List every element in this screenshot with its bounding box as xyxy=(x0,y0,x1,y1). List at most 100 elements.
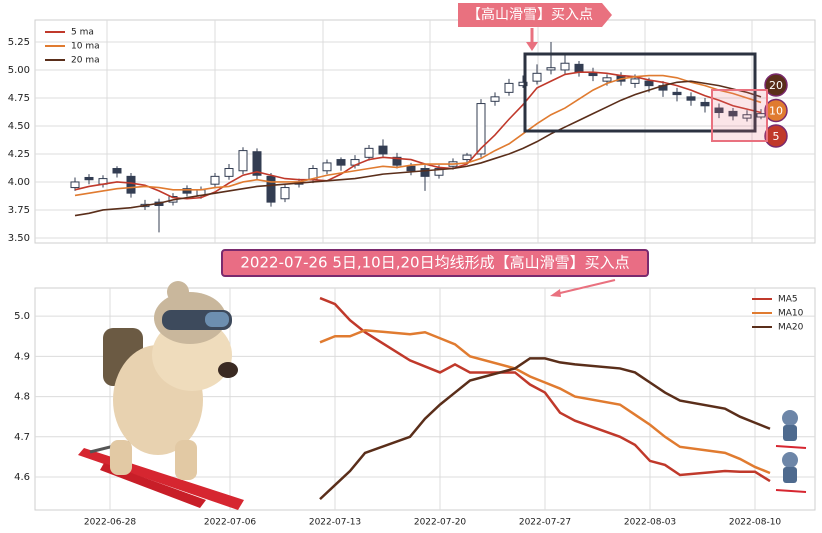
candle-body xyxy=(364,147,374,158)
ma-line xyxy=(319,357,771,501)
badge-label: 5 xyxy=(773,130,780,143)
highlight-box-pink xyxy=(711,89,768,142)
legend-label: MA20 xyxy=(778,323,804,333)
badge-label: 20 xyxy=(769,79,783,92)
mini-skier xyxy=(782,410,798,426)
ma-line xyxy=(74,71,762,200)
banner-text: 【高山滑雪】买入点 xyxy=(467,6,593,23)
dog-leg xyxy=(175,440,197,480)
y-tick-label: 3.75 xyxy=(8,205,30,216)
candle-body xyxy=(532,72,542,82)
badge xyxy=(764,124,788,148)
x-tick-label: 2022-06-28 xyxy=(84,518,137,528)
candle-body xyxy=(266,175,276,203)
y-tick-label: 5.0 xyxy=(14,311,30,322)
mini-skiers xyxy=(775,410,807,493)
x-tick-label: 2022-08-10 xyxy=(729,518,782,528)
y-tick-label: 5.25 xyxy=(8,37,30,48)
candle-body xyxy=(84,176,94,181)
candle-body xyxy=(742,114,752,119)
dog-nose xyxy=(218,362,238,378)
candle-body xyxy=(434,168,444,176)
candle-body xyxy=(336,159,346,166)
y-tick-label: 4.6 xyxy=(14,472,30,483)
ma-line xyxy=(74,80,762,217)
mini-skier xyxy=(783,467,797,483)
badge xyxy=(764,98,788,123)
legend-label: 10 ma xyxy=(71,42,100,52)
arrow xyxy=(555,279,616,295)
ma-line xyxy=(319,328,771,475)
candle-body xyxy=(504,82,514,93)
mini-skier xyxy=(782,452,798,468)
mini-ski xyxy=(775,489,807,493)
y-tick-label: 4.75 xyxy=(8,93,30,104)
candle-body xyxy=(182,188,192,194)
candle-body xyxy=(252,151,262,176)
candle-body xyxy=(322,162,332,172)
banner-shape xyxy=(221,249,649,277)
y-tick-label: 4.25 xyxy=(8,149,30,160)
arrow-head xyxy=(550,289,561,297)
badge xyxy=(764,73,788,97)
x-tick-label: 2022-07-27 xyxy=(519,518,571,528)
x-tick-label: 2022-07-20 xyxy=(414,518,467,528)
candle-body xyxy=(378,145,388,155)
candle-body xyxy=(112,168,122,174)
candle-body xyxy=(490,96,500,102)
banner-text: 2022-07-26 5日,10日,20日均线形成【高山滑雪】买入点 xyxy=(240,254,629,272)
mini-skier xyxy=(783,425,797,441)
candle-body xyxy=(420,168,430,177)
y-tick-label: 4.9 xyxy=(14,351,30,362)
legend-label: MA5 xyxy=(778,295,798,305)
legend-label: 5 ma xyxy=(71,28,94,38)
candle-body xyxy=(126,175,136,194)
candle-body xyxy=(588,72,598,77)
y-tick-label: 4.8 xyxy=(14,392,30,403)
ma-line xyxy=(319,296,771,483)
dog-leg xyxy=(110,440,132,475)
candle-body xyxy=(630,78,640,84)
x-tick-label: 2022-07-13 xyxy=(309,518,361,528)
candle-body xyxy=(714,107,724,114)
candle-body xyxy=(686,96,696,101)
candle-body xyxy=(756,113,766,118)
arrow-head xyxy=(526,42,538,51)
dog-illustration xyxy=(78,281,244,510)
candle-body xyxy=(210,175,220,185)
candle-body xyxy=(644,80,654,87)
candle-body xyxy=(476,103,486,155)
candle-body xyxy=(546,67,556,71)
candle-body xyxy=(462,154,472,161)
y-tick-label: 4.00 xyxy=(8,177,30,188)
candle-body xyxy=(574,63,584,73)
candle-body xyxy=(602,77,612,82)
mini-ski xyxy=(775,445,807,449)
candle-body xyxy=(672,91,682,96)
y-tick-label: 5.00 xyxy=(8,65,30,76)
y-tick-label: 4.7 xyxy=(14,432,30,443)
candle-body xyxy=(70,181,80,189)
candle-body xyxy=(238,150,248,172)
candle-body xyxy=(224,168,234,177)
ma-line xyxy=(74,74,762,197)
goggle-lens xyxy=(205,312,229,327)
candle-body xyxy=(406,165,416,172)
x-tick-label: 2022-07-06 xyxy=(204,518,257,528)
candle-body xyxy=(518,81,528,87)
legend-label: 20 ma xyxy=(71,56,100,66)
banner-shape xyxy=(458,3,612,27)
candle-body xyxy=(392,156,402,166)
candle-body xyxy=(728,110,738,117)
candle-body xyxy=(560,62,570,71)
legend-label: MA10 xyxy=(778,309,804,319)
x-tick-label: 2022-08-03 xyxy=(624,518,676,528)
candle-body xyxy=(280,187,290,200)
y-tick-label: 4.50 xyxy=(8,121,30,132)
beanie-pom xyxy=(167,281,189,303)
candle-body xyxy=(700,101,710,107)
badge-label: 10 xyxy=(769,105,783,118)
y-tick-label: 3.50 xyxy=(8,233,30,244)
